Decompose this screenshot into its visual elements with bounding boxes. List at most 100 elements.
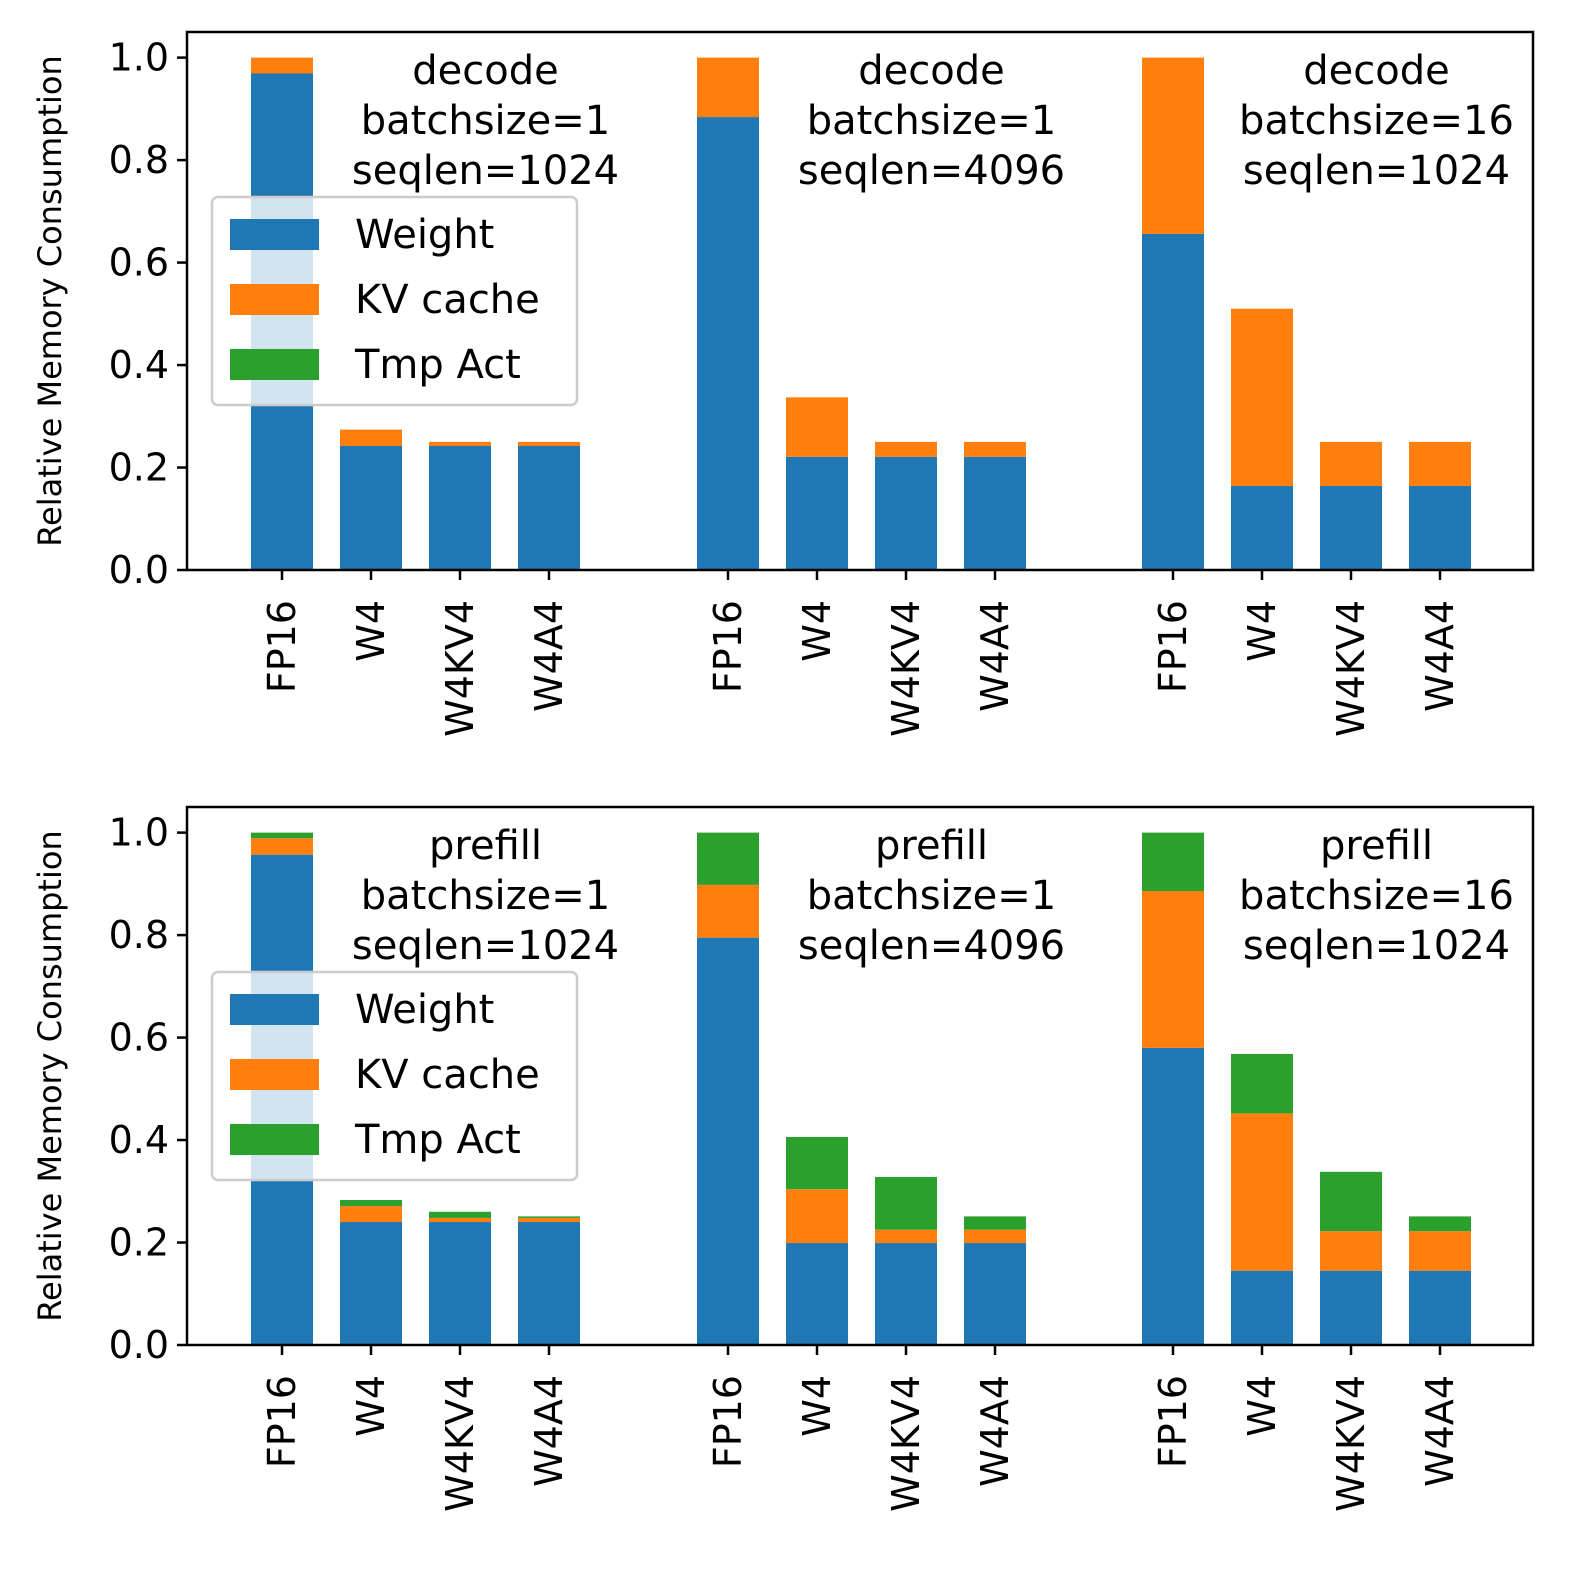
group-annotation-line: decode [412, 48, 558, 94]
group-annotation-line: seqlen=1024 [1243, 148, 1510, 194]
group-annotation-line: batchsize=16 [1239, 873, 1514, 919]
x-tick-label: W4 [1240, 600, 1284, 662]
x-tick-label: W4KV4 [438, 600, 482, 737]
bar-tmp-act-w4kv4-g1 [429, 1211, 491, 1218]
bar-tmp-act-w4-g3 [1231, 1053, 1293, 1114]
bar-kv-cache-w4kv4-g3 [1320, 1231, 1382, 1271]
bar-weight-w4kv4-g2 [875, 1243, 937, 1345]
x-tick-label: W4A4 [1418, 600, 1462, 712]
bar-weight-w4kv4-g1 [429, 446, 491, 570]
group-annotation-line: decode [858, 48, 1004, 94]
y-tick-label: 0.2 [109, 446, 169, 490]
x-tick-label: FP16 [260, 1375, 304, 1468]
x-tick-label: W4KV4 [1329, 600, 1373, 737]
x-tick-label: W4 [795, 600, 839, 662]
legend-label: Tmp Act [354, 342, 521, 388]
x-tick-label: W4A4 [527, 1375, 571, 1487]
x-tick-label: W4 [349, 600, 393, 662]
bar-tmp-act-fp16-g2 [697, 832, 759, 885]
y-tick-label: 0.2 [109, 1221, 169, 1265]
y-axis-label: Relative Memory Consumption [31, 830, 69, 1321]
bar-weight-w4-g3 [1231, 1270, 1293, 1345]
chart-panel-1: FP16 W4 W4KV4 W4A4decodebatchsize=1seqlen=1… [31, 30, 1535, 737]
x-tick-label: FP16 [1151, 1375, 1195, 1468]
bar-tmp-act-w4a4-g1 [518, 1216, 580, 1218]
bar-weight-w4kv4-g3 [1320, 1270, 1382, 1345]
legend-label: Tmp Act [354, 1117, 521, 1163]
group-annotation-line: seqlen=1024 [1243, 923, 1510, 969]
legend-swatch-tmp-act [230, 349, 319, 380]
bar-kv-cache-w4kv4-g2 [875, 441, 937, 457]
bar-kv-cache-fp16-g3 [1142, 891, 1204, 1048]
bar-kv-cache-w4-g2 [786, 397, 848, 457]
bar-kv-cache-w4-g2 [786, 1189, 848, 1244]
y-tick-label: 0.4 [109, 343, 169, 387]
bar-weight-fp16-g3 [1142, 233, 1204, 570]
bar-weight-w4a4-g1 [518, 1222, 580, 1345]
group-annotation-line: batchsize=1 [807, 98, 1056, 144]
group-annotation-line: prefill [875, 823, 988, 869]
bar-kv-cache-w4a4-g2 [964, 441, 1026, 457]
x-tick-label: FP16 [706, 600, 750, 693]
x-tick-label: W4A4 [527, 600, 571, 712]
bar-weight-w4-g2 [786, 1243, 848, 1345]
bar-kv-cache-w4a4-g1 [518, 1217, 580, 1223]
bar-kv-cache-w4a4-g3 [1409, 441, 1471, 486]
bar-weight-w4a4-g2 [964, 456, 1026, 570]
x-tick-label: W4A4 [1418, 1375, 1462, 1487]
y-tick-label: 0.8 [109, 138, 169, 182]
bar-kv-cache-w4a4-g2 [964, 1229, 1026, 1244]
bar-tmp-act-w4a4-g2 [964, 1216, 1026, 1230]
bar-kv-cache-w4kv4-g1 [429, 441, 491, 447]
group-annotation-line: decode [1303, 48, 1449, 94]
group-annotation-line: prefill [429, 823, 542, 869]
x-tick-label: W4KV4 [884, 1375, 928, 1512]
x-tick-label: W4 [795, 1375, 839, 1437]
bar-weight-fp16-g2 [697, 937, 759, 1345]
legend-swatch-weight [230, 994, 319, 1025]
x-tick-label: W4 [349, 1375, 393, 1437]
bar-kv-cache-w4-g3 [1231, 1113, 1293, 1271]
legend-label: Weight [355, 212, 494, 258]
group-annotation-line: batchsize=1 [361, 873, 610, 919]
bar-tmp-act-fp16-g1 [251, 832, 313, 839]
legend-label: KV cache [355, 1052, 540, 1098]
bar-weight-w4a4-g1 [518, 446, 580, 570]
y-tick-label: 1.0 [109, 36, 169, 80]
x-tick-label: W4KV4 [438, 1375, 482, 1512]
axes-frame [185, 30, 1535, 572]
legend: Weight KV cache Tmp Act [210, 195, 579, 407]
bar-kv-cache-fp16-g3 [1142, 57, 1204, 234]
bar-tmp-act-w4kv4-g2 [875, 1176, 937, 1230]
y-tick-label: 1.0 [109, 811, 169, 855]
group-annotation-line: batchsize=1 [807, 873, 1056, 919]
y-tick-label: 0.0 [109, 1323, 169, 1367]
legend-swatch-weight [230, 219, 319, 250]
x-tick-label: W4KV4 [884, 600, 928, 737]
y-tick-label: 0.4 [109, 1118, 169, 1162]
bar-kv-cache-w4kv4-g3 [1320, 441, 1382, 486]
bar-weight-w4kv4-g3 [1320, 485, 1382, 570]
axes-frame [185, 805, 1535, 1347]
group-annotation-line: seqlen=4096 [798, 148, 1065, 194]
x-tick-label: FP16 [1151, 600, 1195, 693]
bar-weight-w4a4-g3 [1409, 485, 1471, 570]
group-annotation-line: seqlen=4096 [798, 923, 1065, 969]
bar-weight-w4-g2 [786, 456, 848, 570]
bar-kv-cache-w4a4-g3 [1409, 1231, 1471, 1271]
y-tick-label: 0.0 [109, 548, 169, 592]
group-annotation-line: batchsize=1 [361, 98, 610, 144]
bar-kv-cache-w4kv4-g2 [875, 1229, 937, 1244]
x-tick-label: W4A4 [973, 600, 1017, 712]
x-tick-label: W4KV4 [1329, 1375, 1373, 1512]
y-tick-label: 0.6 [109, 241, 169, 285]
legend-swatch-kv-cache [230, 1059, 319, 1090]
x-tick-label: FP16 [706, 1375, 750, 1468]
bar-kv-cache-w4-g3 [1231, 308, 1293, 486]
bar-tmp-act-w4kv4-g3 [1320, 1171, 1382, 1232]
bar-kv-cache-fp16-g2 [697, 57, 759, 118]
y-tick-label: 0.6 [109, 1016, 169, 1060]
legend: Weight KV cache Tmp Act [210, 970, 579, 1182]
bar-weight-w4-g1 [340, 446, 402, 570]
